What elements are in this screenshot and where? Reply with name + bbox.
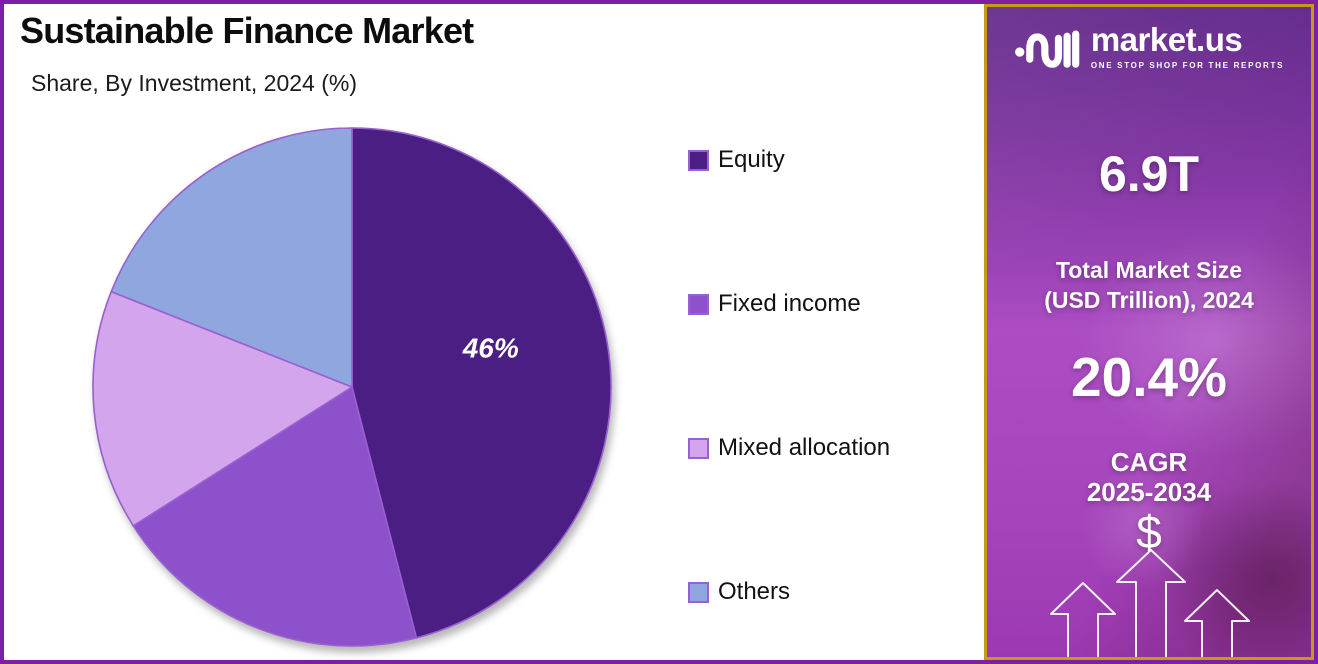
legend-item-mixed-allocation[interactable]: Mixed allocation: [688, 434, 890, 462]
market-size-label: Total Market Size (USD Trillion), 2024: [987, 255, 1311, 315]
dollar-icon: $: [1136, 506, 1162, 558]
legend: Equity Fixed income Mixed allocation Others: [688, 146, 890, 606]
market-size-label-line2: (USD Trillion), 2024: [1044, 287, 1254, 313]
legend-item-others[interactable]: Others: [688, 578, 890, 606]
brand-name: market.us: [1090, 21, 1243, 58]
cagr-label: CAGR 2025-2034: [987, 447, 1311, 507]
legend-label-fixed-income: Fixed income: [718, 290, 861, 317]
sidebar: market.us ONE STOP SHOP FOR THE REPORTS …: [984, 4, 1314, 660]
legend-swatch-mixed-allocation: [688, 437, 709, 459]
brand-logo[interactable]: market.us ONE STOP SHOP FOR THE REPORTS: [987, 23, 1311, 70]
brand-text: market.us ONE STOP SHOP FOR THE REPORTS: [1091, 23, 1284, 70]
pie-slice-others[interactable]: [110, 127, 353, 389]
legend-label-others: Others: [718, 578, 791, 605]
cagr-value: 20.4%: [1071, 346, 1227, 408]
pie-slice-mixed-allocation[interactable]: [92, 290, 354, 527]
market-size-value: 6.9T: [1098, 146, 1200, 202]
legend-label-equity: Equity: [718, 146, 785, 173]
slice-value-label: 46%: [462, 332, 519, 363]
cagr-label-line2: 2025-2034: [1086, 477, 1212, 507]
pie-slice-equity[interactable]: [351, 127, 612, 639]
page-subtitle: Share, By Investment, 2024 (%): [31, 70, 357, 96]
pie-chart: 46%: [92, 127, 612, 647]
page-title: Sustainable Finance Market: [20, 10, 474, 51]
legend-item-fixed-income[interactable]: Fixed income: [688, 290, 890, 318]
growth-arrows-icon: [1050, 549, 1250, 657]
brand-tagline: ONE STOP SHOP FOR THE REPORTS: [1090, 61, 1285, 70]
legend-swatch-fixed-income: [688, 293, 709, 315]
legend-item-equity[interactable]: Equity: [688, 146, 890, 174]
pie-slice-fixed-income[interactable]: [132, 385, 418, 647]
chart-area: Sustainable Finance Market Share, By Inv…: [4, 4, 992, 660]
cagr-label-line1: CAGR: [1110, 447, 1188, 477]
legend-label-mixed-allocation: Mixed allocation: [718, 434, 891, 461]
legend-swatch-equity: [688, 149, 709, 171]
legend-swatch-others: [688, 581, 709, 603]
marketus-logo-icon: [1014, 29, 1080, 68]
market-size-label-line1: Total Market Size: [1055, 257, 1243, 283]
